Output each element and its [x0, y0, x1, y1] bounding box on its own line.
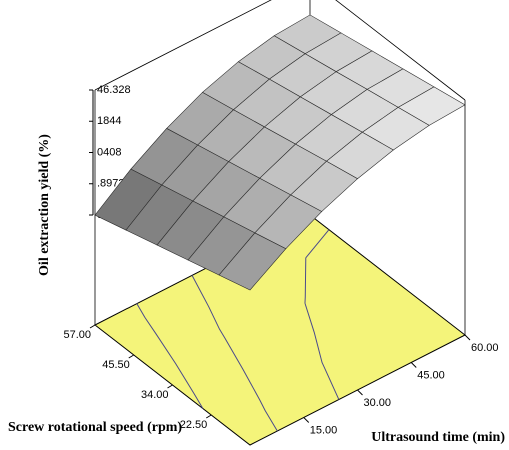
x-tick	[303, 417, 310, 423]
box-edge	[335, 0, 466, 101]
contour-line	[136, 303, 204, 409]
x-tick-label: 30.00	[364, 397, 392, 409]
y-tick	[89, 324, 96, 329]
x-axis-label: Ultrasound time (min)	[371, 430, 505, 445]
surface-cell	[218, 232, 287, 291]
x-tick-label: 60.00	[471, 342, 499, 354]
y-tick	[205, 414, 212, 419]
z-tick-label: 1844	[97, 115, 121, 127]
x-tick-label: 45.00	[417, 369, 445, 381]
y-axis-label: Screw rotational speed (rpm)	[8, 420, 182, 435]
x-tick	[410, 362, 417, 368]
y-tick-label: 57.00	[63, 329, 91, 341]
z-axis-label: Oil extraction yield (%)	[37, 134, 52, 276]
contour-line	[304, 229, 340, 400]
y-tick-label: 34.00	[141, 389, 169, 401]
z-tick-label: 0408	[97, 146, 121, 158]
x-tick	[464, 334, 471, 341]
x-tick-label: 15.00	[310, 424, 338, 436]
y-tick-label: 45.50	[102, 359, 130, 371]
y-tick	[167, 384, 173, 389]
z-tick-label: 46.328	[97, 84, 131, 96]
y-tick-label: 22.50	[180, 419, 208, 431]
x-tick	[357, 389, 363, 396]
y-tick	[128, 354, 135, 359]
contour-line	[191, 275, 278, 432]
box-edge	[94, 0, 272, 91]
